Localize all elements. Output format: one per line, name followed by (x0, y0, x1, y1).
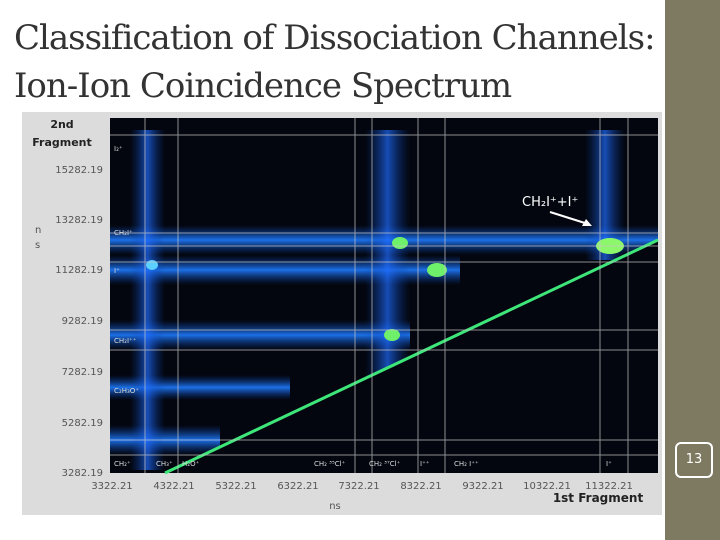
page-number: 13 (675, 442, 713, 478)
x-tick-label: 5322.21 (215, 481, 256, 492)
x-tick-label: 6322.21 (277, 481, 318, 492)
channel-label: CH₂⁺ (114, 460, 131, 468)
x-tick-label: 8322.21 (400, 481, 441, 492)
x-tick-label: 10322.21 (523, 481, 571, 492)
channel-label: I⁺ (114, 267, 120, 275)
channel-label: CH₂ ³⁵Cl⁺ (314, 460, 346, 468)
channel-label: I₂⁺ (114, 145, 123, 153)
x-tick-label: 7322.21 (338, 481, 379, 492)
x-tick-label: 9322.21 (462, 481, 503, 492)
spectrum (110, 118, 659, 475)
channel-label: I⁺ (606, 460, 612, 468)
y-axis-title: Fragment (32, 136, 92, 149)
y-tick-label: 7282.19 (62, 367, 103, 378)
channel-label: CH₂I⁺⁺ (114, 337, 137, 345)
title-line: Classification of Dissociation Channels: (14, 18, 656, 58)
side-bar (665, 0, 720, 540)
y-unit: s (35, 240, 40, 251)
title-line: Ion-Ion Coincidence Spectrum (14, 66, 512, 106)
channel-label: I⁺⁺ (420, 460, 430, 468)
annotation: CH₂I⁺+I⁺ (522, 195, 578, 210)
arrow-head (582, 219, 592, 226)
y-tick-label: 11282.19 (55, 265, 103, 276)
y-tick-label: 3282.19 (62, 468, 103, 479)
x-tick-label: 4322.21 (153, 481, 194, 492)
y-tick-label: 9282.19 (62, 316, 103, 327)
y-tick-label: 13282.19 (55, 215, 103, 226)
x-axis-title: 1st Fragment (553, 491, 644, 505)
y-axis-title: 2nd (50, 118, 73, 131)
x-unit: ns (329, 501, 341, 512)
x-tick-label: 3322.21 (91, 481, 132, 492)
y-unit: n (35, 225, 41, 236)
channel-label: C₂H₃O⁺ (114, 387, 139, 395)
channel-label: CH₂I⁺ (114, 229, 133, 237)
x-tick-label: 11322.21 (585, 481, 633, 492)
y-tick-label: 5282.19 (62, 418, 103, 429)
channel-label: CH₃⁺ (156, 460, 173, 468)
channel-label: CH₂ I⁺⁺ (454, 460, 479, 468)
arrow (549, 211, 589, 225)
channel-label: CH₂ ³⁷Cl⁺ (369, 460, 401, 468)
channel-label: H₂O⁺ (182, 460, 200, 468)
y-tick-label: 15282.19 (55, 165, 103, 176)
